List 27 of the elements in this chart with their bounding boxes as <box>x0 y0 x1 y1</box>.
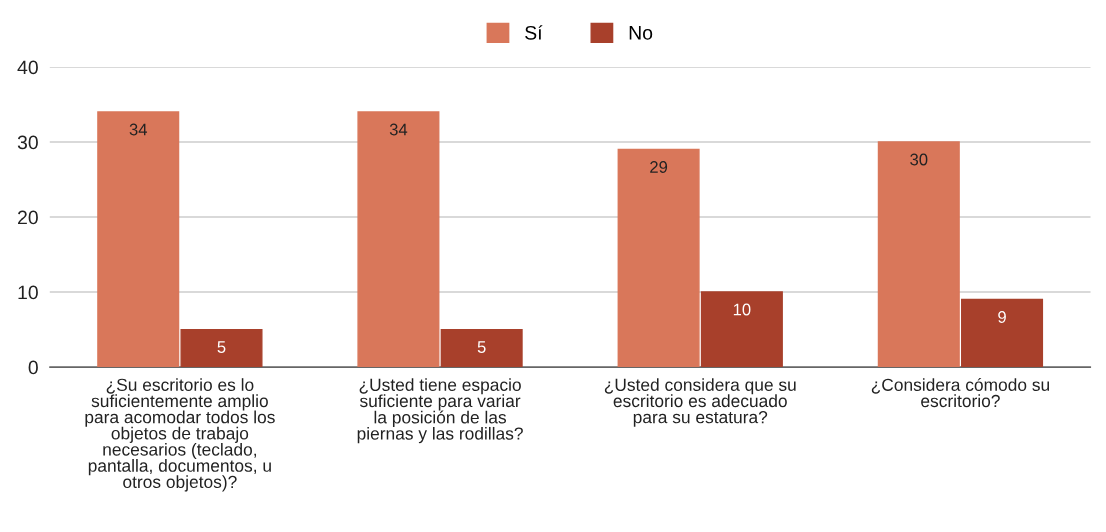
data-label: 5 <box>477 341 486 353</box>
bar <box>617 148 700 368</box>
y-tick-label: 40 <box>17 60 38 75</box>
x-tick-label: ¿Usted considera que su escritorio es adecuado para su estatura? <box>604 378 796 427</box>
bar <box>700 291 783 368</box>
data-label: 29 <box>650 161 668 173</box>
x-tick-label: ¿Usted tiene espacio suficiente para variar la posición de las piernas y las rodillas? <box>357 378 523 444</box>
bar <box>961 298 1044 368</box>
x-tick-label: ¿Considera cómodo su escritorio? <box>871 377 1050 408</box>
bar <box>440 328 523 368</box>
data-label: 34 <box>129 123 148 136</box>
bar <box>357 111 440 368</box>
data-label: 9 <box>998 311 1006 323</box>
legend-label: Sí <box>525 25 543 40</box>
bar <box>180 328 263 368</box>
bar <box>877 141 960 368</box>
data-label: 10 <box>733 303 751 316</box>
y-tick-label: 20 <box>18 210 38 225</box>
legend-label: No <box>629 26 653 40</box>
x-tick-label: ¿Su escritorio es lo suficientemente amplio para acomodar todos los objetos de trabajo necesarios (teclado, pantalla, documentos, u otros objetos)? <box>85 378 275 492</box>
data-label: 34 <box>389 123 408 136</box>
y-tick-label: 30 <box>17 135 38 150</box>
bar <box>97 111 180 368</box>
data-label: 30 <box>910 153 928 166</box>
data-label: 5 <box>217 341 226 353</box>
y-tick-label: 10 <box>18 285 38 300</box>
y-tick-label: 0 <box>28 360 38 375</box>
